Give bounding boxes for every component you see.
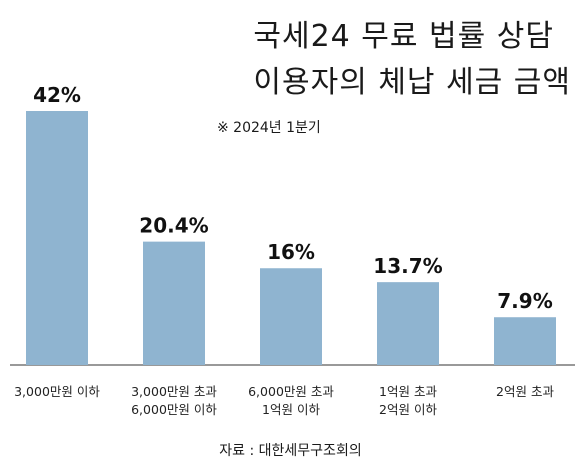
bar-2 (143, 241, 205, 365)
chart-title-line-2: 이용자의 체납 세금 금액 (253, 65, 571, 100)
value-label-2: 20.4% (139, 214, 208, 238)
category-label-2: 3,000만원 초과 6,000만원 이하 (131, 384, 217, 417)
chart-title-line-1: 국세24 무료 법률 상담 (253, 19, 554, 54)
value-label-1: 42% (33, 83, 81, 107)
chart-note: ※ 2024년 1분기 (217, 120, 321, 136)
category-label-5: 2억원 초과 (496, 384, 554, 399)
value-label-5: 7.9% (497, 289, 552, 313)
chart-title: 국세24 무료 법률 상담 이용자의 체납 세금 금액 (253, 14, 571, 106)
category-label-1: 3,000만원 이하 (14, 384, 100, 399)
bar-1 (26, 111, 88, 365)
value-label-4: 13.7% (373, 254, 442, 278)
category-label-4: 1억원 초과 2억원 이하 (379, 384, 437, 417)
bar-5 (494, 317, 556, 365)
category-label-3: 6,000만원 초과 1억원 이하 (248, 384, 334, 417)
bar-3 (260, 268, 322, 365)
value-label-3: 16% (267, 240, 315, 264)
bar-4 (377, 282, 439, 365)
source-note: 자료 : 대한세무구조회의 (219, 443, 362, 459)
